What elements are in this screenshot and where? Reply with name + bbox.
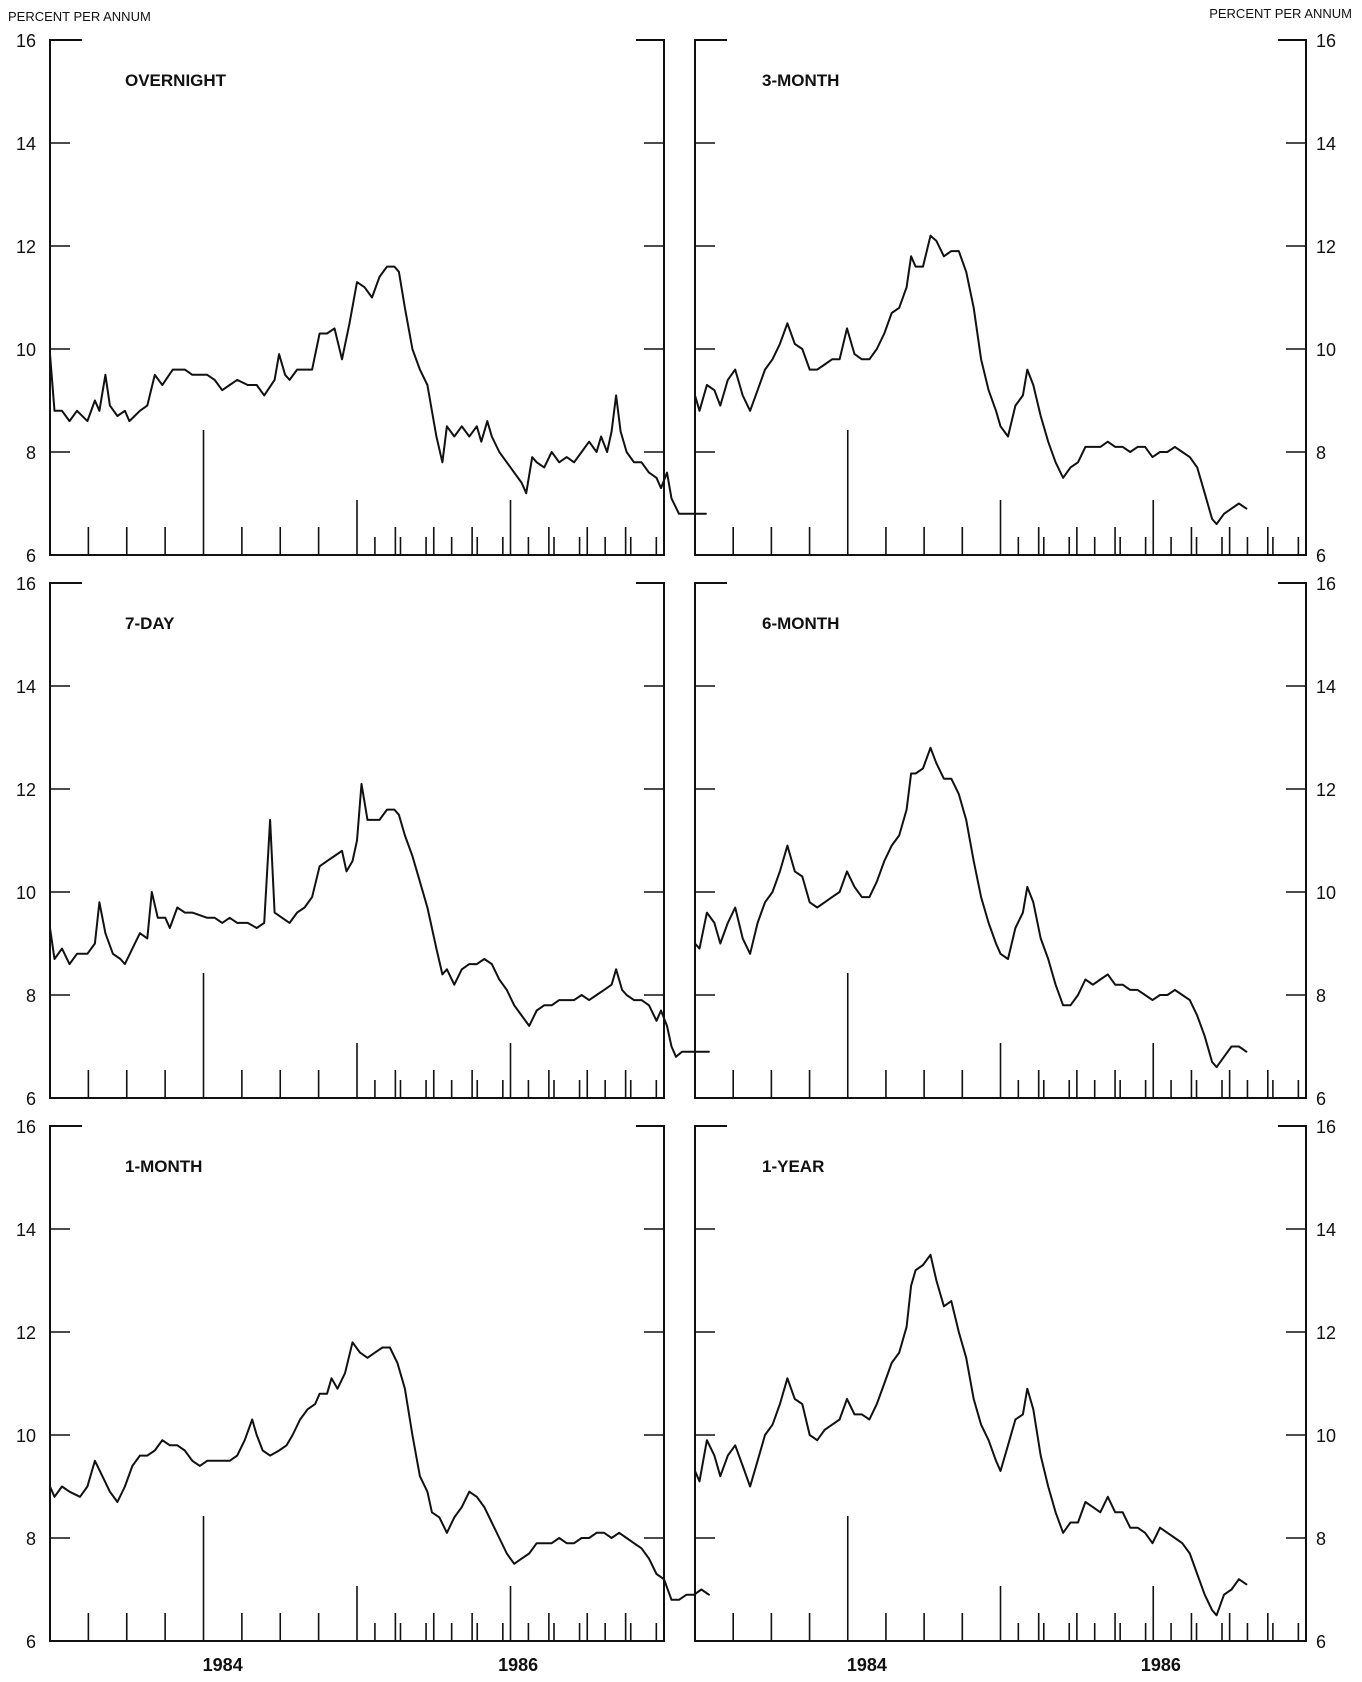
panel-title: 1-MONTH bbox=[125, 1157, 202, 1176]
y-tick-label: 12 bbox=[1316, 780, 1336, 800]
y-tick-label: 12 bbox=[16, 780, 36, 800]
y-tick-label: 14 bbox=[16, 1220, 36, 1240]
y-tick-label: 6 bbox=[26, 1089, 36, 1109]
panel-title: 1-YEAR bbox=[762, 1157, 824, 1176]
chart-panels: 6 8 10 12 14 16 OVERNIGHT 6 8 10 12 14 16 7-DAY 6 8 10 12… bbox=[16, 31, 1336, 1675]
y-tick-label: 8 bbox=[1316, 986, 1326, 1006]
y-tick-label: 12 bbox=[16, 1323, 36, 1343]
panel-1-year: 6 8 10 12 14 16 1-YEAR 1984 1986 bbox=[694, 1117, 1336, 1675]
y-axis-unit-right: PERCENT PER ANNUM bbox=[1209, 6, 1352, 21]
series-line bbox=[694, 1253, 1248, 1617]
plot-frame bbox=[694, 39, 1307, 556]
panel-6-month: 6 8 10 12 14 16 6-MONTH bbox=[694, 574, 1336, 1109]
x-year-label: 1986 bbox=[498, 1655, 538, 1675]
y-tick-label: 10 bbox=[16, 883, 36, 903]
y-tick-label: 16 bbox=[1316, 574, 1336, 594]
series-line bbox=[694, 234, 1248, 526]
y-tick-label: 12 bbox=[1316, 237, 1336, 257]
y-tick-label: 16 bbox=[1316, 1117, 1336, 1137]
x-year-label: 1984 bbox=[847, 1655, 887, 1675]
panel-1-month: 6 8 10 12 14 16 1-MONTH 1984 1986 bbox=[16, 1117, 710, 1675]
y-tick-label: 10 bbox=[16, 340, 36, 360]
plot-frame bbox=[694, 582, 1307, 1099]
panel-title: 7-DAY bbox=[125, 614, 175, 633]
y-tick-label: 14 bbox=[1316, 1220, 1336, 1240]
y-tick-label: 14 bbox=[1316, 677, 1336, 697]
series-line bbox=[694, 746, 1248, 1069]
y-tick-label: 12 bbox=[1316, 1323, 1336, 1343]
y-tick-label: 6 bbox=[1316, 1632, 1326, 1652]
y-tick-label: 8 bbox=[26, 986, 36, 1006]
y-tick-label: 16 bbox=[16, 1117, 36, 1137]
y-tick-label: 10 bbox=[16, 1426, 36, 1446]
panel-title: 6-MONTH bbox=[762, 614, 839, 633]
panel-7-day: 6 8 10 12 14 16 7-DAY bbox=[16, 574, 710, 1109]
y-tick-label: 6 bbox=[26, 1632, 36, 1652]
y-axis-unit-left: PERCENT PER ANNUM bbox=[8, 9, 151, 24]
series-line bbox=[49, 265, 707, 515]
series-line bbox=[49, 782, 710, 1058]
y-tick-label: 14 bbox=[16, 677, 36, 697]
y-tick-label: 8 bbox=[26, 443, 36, 463]
plot-frame bbox=[49, 39, 665, 556]
y-tick-label: 14 bbox=[1316, 134, 1336, 154]
panel-overnight: 6 8 10 12 14 16 OVERNIGHT bbox=[16, 31, 707, 566]
panel-title: 3-MONTH bbox=[762, 71, 839, 90]
y-tick-label: 16 bbox=[1316, 31, 1336, 51]
y-tick-label: 10 bbox=[1316, 1426, 1336, 1446]
panel-3-month: 6 8 10 12 14 16 3-MONTH bbox=[694, 31, 1336, 566]
y-tick-label: 16 bbox=[16, 31, 36, 51]
y-tick-label: 10 bbox=[1316, 340, 1336, 360]
y-tick-label: 6 bbox=[1316, 1089, 1326, 1109]
y-tick-label: 14 bbox=[16, 134, 36, 154]
plot-frame bbox=[49, 1125, 665, 1642]
y-tick-label: 16 bbox=[16, 574, 36, 594]
y-tick-label: 12 bbox=[16, 237, 36, 257]
x-year-label: 1986 bbox=[1141, 1655, 1181, 1675]
y-tick-label: 10 bbox=[1316, 883, 1336, 903]
x-year-label: 1984 bbox=[203, 1655, 243, 1675]
y-tick-label: 8 bbox=[1316, 1529, 1326, 1549]
series-line bbox=[49, 1341, 710, 1601]
y-tick-label: 6 bbox=[1316, 546, 1326, 566]
y-tick-label: 8 bbox=[26, 1529, 36, 1549]
y-tick-label: 8 bbox=[1316, 443, 1326, 463]
y-tick-label: 6 bbox=[26, 546, 36, 566]
panel-title: OVERNIGHT bbox=[125, 71, 227, 90]
